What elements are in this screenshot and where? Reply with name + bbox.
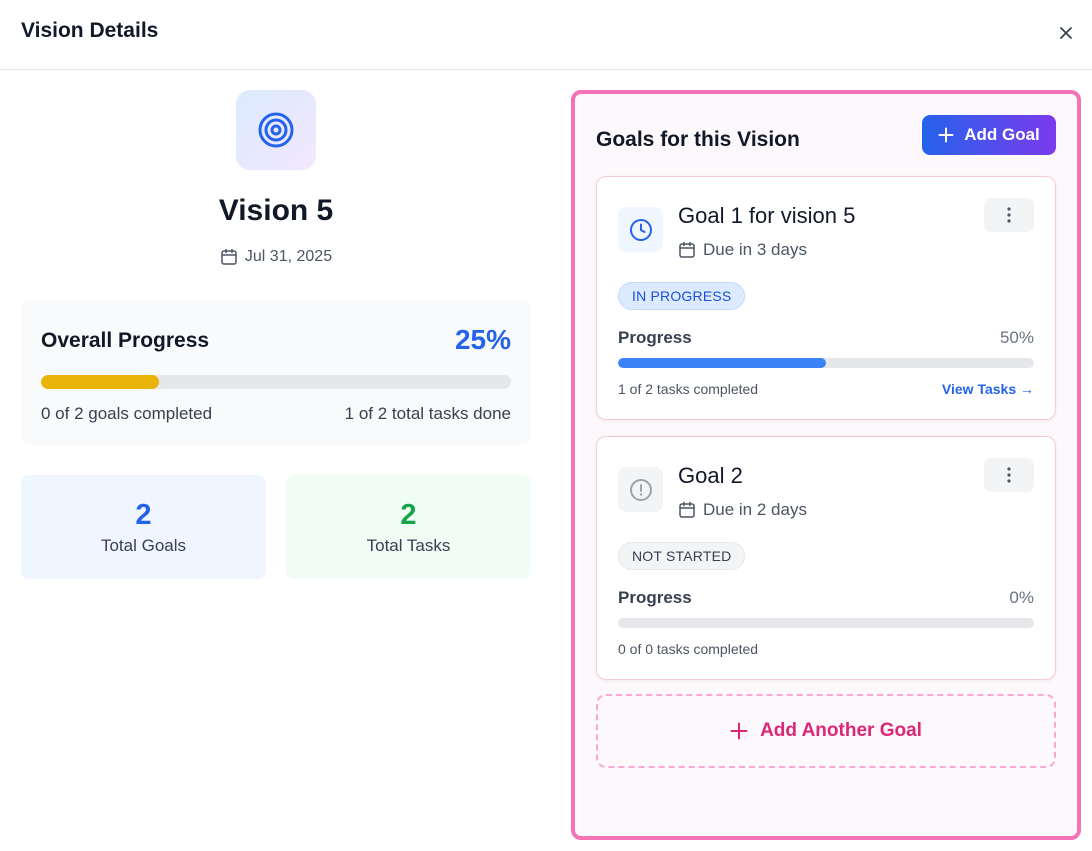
tasks-done-text: 1 of 2 total tasks done bbox=[344, 404, 511, 423]
goal-menu-button[interactable] bbox=[984, 198, 1034, 232]
goal-progress-bar bbox=[618, 358, 1034, 368]
status-badge: NOT STARTED bbox=[618, 542, 746, 570]
more-vertical-icon bbox=[1007, 467, 1011, 483]
calendar-icon bbox=[679, 241, 695, 258]
overall-progress-bar bbox=[41, 375, 511, 389]
goal-progress-bar bbox=[618, 618, 1034, 628]
goal-title: Goal 2 bbox=[678, 463, 743, 488]
add-goal-button[interactable]: Add Goal bbox=[922, 115, 1056, 155]
total-tasks-card: 2 Total Tasks bbox=[286, 475, 531, 579]
goals-panel: Goals for this Vision Add Goal Goal 1 fo… bbox=[571, 90, 1081, 840]
total-goals-value: 2 bbox=[135, 499, 152, 531]
goal-progress-percent: 0% bbox=[1009, 588, 1034, 607]
goal-due-text: Due in 3 days bbox=[703, 240, 807, 259]
modal-header: Vision Details bbox=[0, 0, 1092, 70]
goal-due: Due in 3 days bbox=[678, 240, 807, 260]
vision-icon-container bbox=[236, 90, 316, 170]
total-goals-label: Total Goals bbox=[100, 536, 187, 555]
vision-date: Jul 31, 2025 bbox=[21, 248, 531, 266]
view-tasks-link[interactable]: View Tasks → bbox=[941, 381, 1034, 397]
goal-progress-percent: 50% bbox=[999, 328, 1034, 347]
close-icon bbox=[1060, 27, 1072, 39]
goals-panel-title: Goals for this Vision bbox=[596, 128, 800, 151]
goal-icon-container bbox=[618, 467, 663, 512]
goal-card[interactable]: Goal 1 for vision 5 Due in 3 days IN PRO… bbox=[596, 176, 1056, 420]
calendar-icon bbox=[679, 501, 695, 518]
overall-progress-title: Overall Progress bbox=[41, 329, 210, 352]
goal-card[interactable]: Goal 2 Due in 2 days NOT STARTED Progres… bbox=[596, 436, 1056, 680]
goal-tasks-text: 0 of 0 tasks completed bbox=[618, 641, 759, 657]
goal-menu-button[interactable] bbox=[984, 458, 1034, 492]
clock-icon bbox=[629, 218, 652, 241]
goals-completed-text: 0 of 2 goals completed bbox=[41, 404, 213, 423]
total-tasks-value: 2 bbox=[400, 499, 417, 531]
goal-icon-container bbox=[618, 207, 663, 252]
add-goal-label: Add Goal bbox=[964, 125, 1040, 144]
status-badge: IN PROGRESS bbox=[618, 282, 746, 310]
alert-circle-icon bbox=[629, 478, 652, 501]
total-goals-card: 2 Total Goals bbox=[21, 475, 266, 579]
plus-icon bbox=[938, 127, 954, 143]
vision-title: Vision 5 bbox=[218, 194, 334, 227]
target-icon bbox=[258, 112, 294, 148]
more-vertical-icon bbox=[1007, 207, 1011, 223]
calendar-icon bbox=[221, 248, 237, 265]
goal-due: Due in 2 days bbox=[678, 500, 807, 520]
overall-progress-card: Overall Progress 25% 0 of 2 goals comple… bbox=[21, 300, 531, 445]
goal-progress-fill bbox=[618, 358, 826, 368]
overall-progress-percent: 25% bbox=[454, 324, 511, 355]
modal-title: Vision Details bbox=[21, 19, 159, 42]
close-button[interactable] bbox=[1052, 19, 1080, 47]
vision-date-text: Jul 31, 2025 bbox=[244, 248, 333, 265]
plus-icon bbox=[730, 722, 748, 740]
add-another-goal-label: Add Another Goal bbox=[760, 720, 922, 741]
goal-progress-label: Progress bbox=[618, 328, 692, 347]
overall-progress-fill bbox=[41, 375, 159, 389]
add-another-goal-button[interactable]: Add Another Goal bbox=[596, 694, 1056, 768]
goal-due-text: Due in 2 days bbox=[703, 500, 807, 519]
goal-title: Goal 1 for vision 5 bbox=[678, 203, 856, 228]
goal-tasks-text: 1 of 2 tasks completed bbox=[618, 381, 759, 397]
total-tasks-label: Total Tasks bbox=[366, 536, 451, 555]
goal-progress-label: Progress bbox=[618, 588, 692, 607]
